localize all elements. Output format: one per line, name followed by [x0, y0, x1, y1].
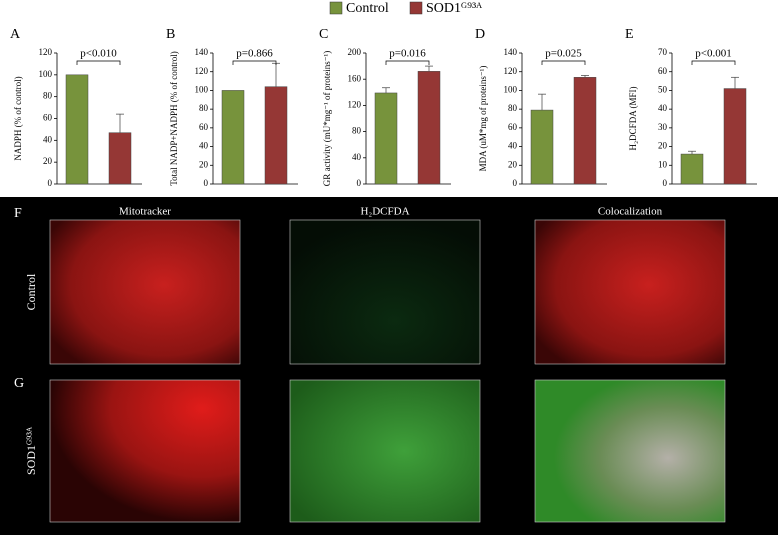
bar: [264, 86, 288, 185]
legend-swatch: [329, 1, 343, 15]
y-tick-label: 100: [39, 69, 53, 79]
y-tick-label: 80: [43, 91, 53, 101]
y-tick-label: 50: [658, 84, 668, 94]
y-tick-label: 200: [348, 47, 362, 57]
y-axis-label: NADPH (% of control): [13, 76, 23, 160]
panel-label: E: [625, 27, 634, 42]
micrograph: [289, 379, 481, 523]
significance-bracket: [541, 60, 586, 65]
y-tick-label: 120: [39, 47, 53, 57]
y-tick-label: 120: [348, 99, 362, 109]
y-tick-label: 60: [199, 122, 209, 132]
bar: [65, 74, 89, 185]
micrograph: [289, 219, 481, 365]
panel-label: F: [14, 206, 22, 221]
micrograph: [49, 219, 241, 365]
y-tick-label: 40: [352, 152, 362, 162]
y-tick-label: 30: [658, 122, 668, 132]
y-tick-label: 100: [504, 84, 518, 94]
y-tick-label: 20: [199, 159, 209, 169]
legend-label: SOD1ᴳ⁹³ᴬ: [426, 1, 482, 16]
significance-bracket: [232, 60, 277, 65]
p-value: p=0.866: [236, 48, 273, 60]
y-tick-label: 40: [199, 141, 209, 151]
y-tick-label: 140: [195, 47, 209, 57]
legend-swatch: [409, 1, 423, 15]
y-axis-label: Total NADP+NADPH (% of control): [169, 51, 179, 185]
bar: [530, 109, 554, 185]
y-tick-label: 80: [508, 103, 518, 113]
bar: [108, 132, 132, 185]
y-tick-label: 20: [658, 141, 668, 151]
micrograph: [49, 379, 241, 523]
bar: [221, 90, 245, 185]
bar: [680, 153, 704, 185]
y-tick-label: 60: [43, 113, 53, 123]
p-value: p=0.025: [545, 48, 582, 60]
row-label: SOD1ᴳ⁹³ᴬ: [24, 426, 38, 475]
y-tick-label: 120: [195, 66, 209, 76]
panel-label: C: [319, 27, 328, 42]
panel-label: A: [10, 27, 21, 42]
p-value: p<0.010: [80, 48, 117, 60]
y-axis-label: MDA (uM*mg of proteins⁻¹): [478, 66, 488, 172]
y-tick-label: 100: [195, 84, 209, 94]
y-tick-label: 60: [658, 66, 668, 76]
column-title: H₂DCFDA: [360, 206, 409, 218]
y-tick-label: 0: [663, 178, 668, 188]
significance-bracket: [691, 60, 736, 65]
y-axis-label: GR activity (mU*mg⁻¹ of proteins⁻¹): [322, 51, 332, 186]
bar: [374, 92, 398, 185]
y-tick-label: 0: [513, 178, 518, 188]
significance-bracket: [385, 60, 430, 65]
micrograph: [534, 379, 726, 523]
y-tick-label: 40: [658, 103, 668, 113]
significance-bracket: [76, 60, 121, 65]
y-tick-label: 20: [43, 156, 53, 166]
y-tick-label: 160: [348, 73, 362, 83]
y-tick-label: 20: [508, 159, 518, 169]
y-tick-label: 60: [508, 122, 518, 132]
micrograph: [534, 219, 726, 365]
y-tick-label: 0: [204, 178, 209, 188]
y-tick-label: 80: [199, 103, 209, 113]
bar: [417, 71, 441, 185]
column-title: Colocalization: [598, 206, 663, 218]
p-value: p=0.016: [389, 48, 426, 60]
y-tick-label: 10: [658, 159, 668, 169]
p-value: p<0.001: [695, 48, 731, 60]
bar: [573, 77, 597, 185]
y-tick-label: 40: [43, 134, 53, 144]
y-tick-label: 80: [352, 126, 362, 136]
y-tick-label: 40: [508, 141, 518, 151]
panel-label: G: [14, 376, 24, 391]
panel-label: B: [166, 27, 175, 42]
y-axis-label: H₂DCFDA (MFI): [628, 87, 638, 151]
y-tick-label: 70: [658, 47, 668, 57]
row-label: Control: [24, 273, 38, 310]
y-tick-label: 120: [504, 66, 518, 76]
y-tick-label: 140: [504, 47, 518, 57]
legend-label: Control: [346, 1, 389, 16]
y-tick-label: 0: [357, 178, 362, 188]
panel-label: D: [475, 27, 485, 42]
bar: [723, 88, 747, 185]
column-title: Mitotracker: [119, 206, 171, 218]
y-tick-label: 0: [48, 178, 53, 188]
